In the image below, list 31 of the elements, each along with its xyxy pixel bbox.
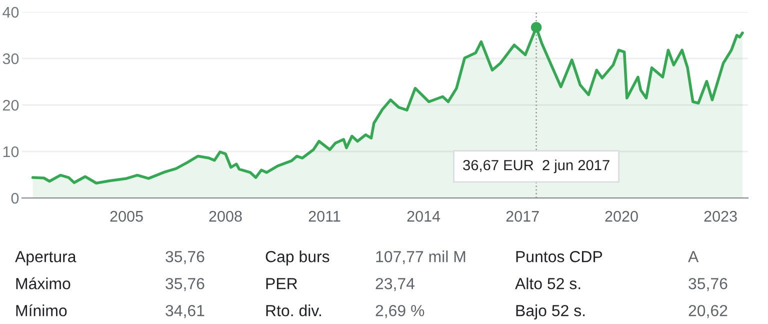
y-tick-label: 20 <box>3 100 19 111</box>
text: Máximo <box>16 277 70 290</box>
x-tick-label: 2020 <box>605 210 638 222</box>
text: Mínimo <box>16 304 67 316</box>
text: Bajo 52 s. <box>516 304 585 320</box>
text: A <box>688 251 699 262</box>
text: 23,74 <box>376 278 414 292</box>
text: 107,77 mil M <box>376 250 466 264</box>
x-tick-label: 2023 <box>704 210 737 222</box>
text: PER <box>266 278 298 290</box>
text: 2,69 % <box>376 304 424 318</box>
y-tick-label: 0 <box>11 192 19 204</box>
x-tick-label: 2017 <box>506 210 539 222</box>
text: 20,62 <box>688 304 728 318</box>
text: Alto 52 s. <box>515 278 580 290</box>
text: Cap burs <box>266 250 330 266</box>
x-tick-label: 2014 <box>407 210 440 222</box>
text: Apertura <box>15 251 76 266</box>
y-tick-label: 10 <box>3 146 19 158</box>
text: 35,76 <box>166 250 204 264</box>
annotation: 36,67 EUR 2 jun 2017 <box>463 160 610 174</box>
text: Puntos CDP <box>516 250 602 262</box>
x-tick-label: 2005 <box>110 210 143 222</box>
y-tick-label: 30 <box>2 53 19 64</box>
text: Rto. div. <box>266 304 321 316</box>
text: 35,76 <box>688 278 728 292</box>
x-tick-label: 2008 <box>209 210 242 222</box>
text: 34,61 <box>166 304 204 318</box>
text: 35,76 <box>166 278 204 292</box>
x-tick-label: 2011 <box>308 210 340 222</box>
y-tick-label: 40 <box>2 6 19 18</box>
